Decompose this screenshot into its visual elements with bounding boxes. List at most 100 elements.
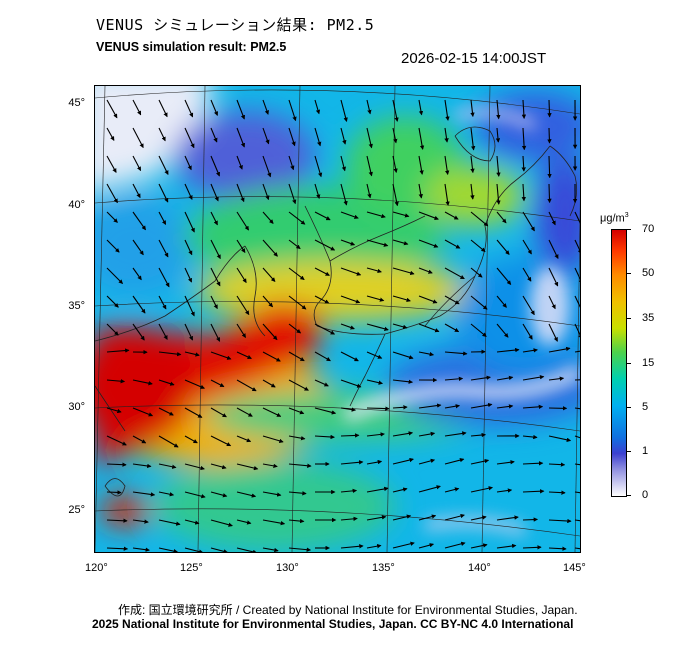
wind-arrow	[418, 543, 435, 549]
wind-arrow	[132, 211, 146, 231]
wind-arrow	[314, 267, 330, 276]
wind-arrow	[236, 127, 246, 148]
wind-arrow	[288, 211, 306, 225]
wind-arrow	[496, 267, 512, 285]
wind-arrow	[444, 376, 464, 382]
wind-arrow	[444, 267, 465, 280]
wind-arrow	[288, 351, 305, 362]
wind-arrow	[184, 491, 206, 499]
wind-arrow	[158, 351, 182, 357]
wind-arrow	[418, 403, 442, 409]
wind-arrow	[262, 435, 284, 443]
wind-arrow	[366, 99, 372, 115]
wind-arrow	[444, 457, 465, 465]
wind-arrow	[210, 155, 221, 177]
wind-arrow	[262, 295, 273, 308]
colorbar-tick	[626, 407, 631, 408]
wind-arrow	[366, 295, 385, 302]
wind-arrow	[340, 351, 359, 362]
wind-arrow	[314, 183, 321, 200]
lon-tick-145: 145°	[563, 562, 586, 574]
wind-arrow	[288, 491, 307, 496]
wind-arrow	[340, 155, 347, 172]
lat-tick-40: 40°	[68, 199, 85, 211]
wind-arrow	[132, 239, 144, 256]
wind-arrow	[132, 99, 142, 116]
wind-arrow	[314, 155, 323, 178]
wind-arrow	[262, 211, 274, 224]
wind-arrow	[132, 323, 145, 341]
wind-arrow	[521, 183, 526, 202]
wind-arrow	[340, 460, 364, 465]
lat-tick-25: 25°	[68, 504, 85, 516]
wind-arrow	[132, 267, 142, 281]
wind-arrow	[522, 295, 535, 316]
wind-arrow	[158, 127, 166, 142]
wind-arrow	[132, 491, 156, 497]
wind-arrow	[522, 375, 545, 381]
wind-arrow	[262, 379, 276, 388]
wind-arrow	[418, 323, 440, 333]
wind-arrow	[210, 267, 221, 287]
wind-arrow	[444, 211, 459, 220]
wind-arrow	[106, 546, 129, 551]
wind-arrow	[574, 407, 580, 410]
wind-arrow	[158, 239, 169, 258]
wind-arrow	[366, 155, 373, 177]
wind-arrow	[106, 378, 126, 384]
wind-arrow	[522, 267, 532, 282]
wind-arrow	[418, 155, 424, 175]
wind-arrow	[132, 435, 147, 444]
wind-arrow	[340, 379, 362, 388]
wind-arrow	[158, 155, 169, 176]
wind-arrow	[444, 351, 468, 356]
wind-arrow	[574, 491, 580, 494]
wind-arrow	[366, 432, 385, 437]
wind-arrow	[574, 211, 580, 224]
wind-arrow	[366, 239, 389, 247]
wind-arrow	[288, 99, 297, 122]
wind-arrow	[132, 379, 153, 386]
wind-arrow	[184, 547, 204, 552]
coastlines	[95, 126, 578, 497]
wind-arrow	[210, 99, 219, 116]
wind-arrow	[496, 99, 501, 120]
wind-arrow	[288, 463, 312, 468]
wind-arrow	[392, 487, 408, 493]
wind-arrow	[366, 486, 389, 493]
wind-arrow	[158, 519, 181, 526]
wind-arrow	[418, 183, 423, 199]
wind-arrow	[158, 267, 170, 288]
wind-arrow	[210, 239, 221, 260]
wind-arrow	[132, 155, 142, 172]
wind-arrow	[158, 99, 168, 118]
colorbar-label-35: 35	[642, 312, 655, 324]
wind-arrow	[496, 488, 513, 493]
wind-arrow	[236, 351, 252, 360]
colorbar-label-15: 15	[642, 357, 655, 369]
wind-arrow	[392, 295, 411, 303]
wind-arrow	[470, 515, 487, 521]
colorbar	[611, 229, 627, 497]
wind-arrow	[210, 491, 228, 498]
wind-arrow	[184, 183, 193, 200]
wind-arrow	[392, 351, 414, 360]
lon-tick-140: 140°	[468, 562, 491, 574]
wind-arrow	[444, 487, 460, 493]
wind-arrow	[184, 463, 205, 471]
wind-arrow	[470, 486, 494, 493]
wind-arrow	[418, 431, 436, 437]
wind-arrow	[548, 490, 566, 495]
wind-arrow	[210, 435, 232, 447]
wind-arrow	[418, 239, 439, 248]
wind-arrow	[470, 295, 488, 310]
colorbar-unit: μg/m3	[600, 212, 629, 225]
wind-arrow	[522, 434, 538, 440]
wind-arrow	[262, 407, 282, 417]
wind-arrow	[262, 239, 278, 257]
wind-arrow	[495, 127, 501, 143]
wind-arrow	[574, 295, 580, 308]
wind-arrow	[158, 547, 179, 552]
wind-arrow	[574, 379, 580, 381]
wind-arrow	[418, 211, 439, 220]
